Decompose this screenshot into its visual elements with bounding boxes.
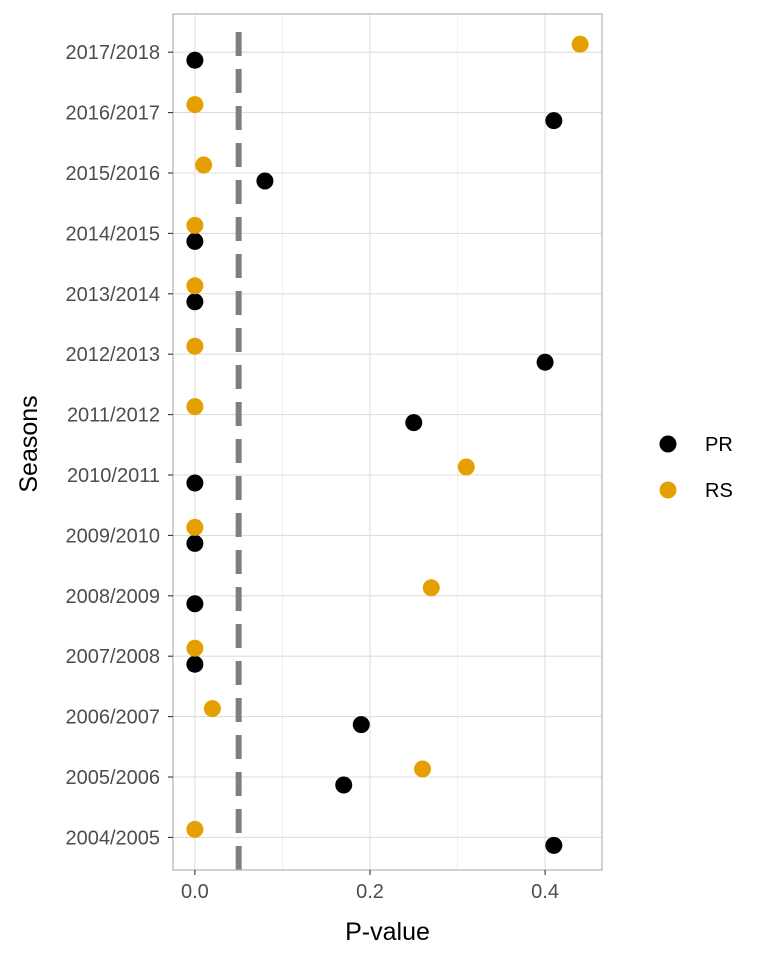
data-point-pr: [186, 232, 204, 250]
data-point-rs: [414, 760, 432, 778]
data-point-pr: [186, 655, 204, 673]
x-axis-title: P-value: [345, 918, 430, 946]
data-point-rs: [186, 639, 204, 657]
y-tick-labels: 2004/2005 2005/2006 2006/2007 2007/2008 2008…: [65, 42, 173, 849]
data-point-pr: [352, 716, 370, 734]
y-tick-label: 2004/2005: [65, 827, 160, 849]
y-tick-label: 2007/2008: [65, 646, 160, 668]
data-point-rs: [203, 700, 221, 718]
data-point-rs: [186, 337, 204, 355]
data-point-pr: [186, 474, 204, 492]
data-point-rs: [422, 579, 440, 597]
legend: PR RS: [659, 434, 733, 502]
data-point-pr: [335, 776, 353, 794]
y-tick-label: 2013/2014: [65, 284, 160, 306]
y-tick-label: 2015/2016: [65, 163, 160, 185]
y-tick-label: 2010/2011: [67, 465, 160, 487]
data-point-rs: [186, 277, 204, 295]
data-point-rs: [186, 96, 204, 114]
x-tick-label: 0.4: [531, 881, 559, 903]
data-point-rs: [457, 458, 475, 476]
y-tick-label: 2012/2013: [65, 344, 160, 366]
x-tick-labels: 0.0 0.2 0.4: [181, 870, 559, 903]
points-layer: [186, 35, 589, 854]
data-point-pr: [536, 353, 554, 371]
data-point-pr: [545, 836, 563, 854]
data-point-pr: [186, 534, 204, 552]
data-point-rs: [195, 156, 213, 174]
y-tick-label: 2017/2018: [65, 42, 160, 64]
data-point-rs: [571, 35, 589, 53]
y-tick-label: 2009/2010: [65, 525, 160, 547]
data-point-pr: [186, 293, 204, 311]
y-tick-label: 2006/2007: [65, 707, 160, 729]
data-point-pr: [545, 112, 563, 130]
legend-key-rs: [659, 481, 677, 499]
y-tick-label: 2014/2015: [65, 223, 160, 245]
y-tick-label: 2005/2006: [65, 767, 160, 789]
data-point-rs: [186, 820, 204, 838]
data-point-rs: [186, 518, 204, 536]
data-point-rs: [186, 398, 204, 416]
data-point-pr: [405, 414, 423, 432]
x-tick-label: 0.2: [356, 881, 384, 903]
x-tick-label: 0.0: [181, 881, 209, 903]
panel-border: [172, 13, 603, 871]
legend-label-rs: RS: [705, 480, 733, 502]
data-point-rs: [186, 216, 204, 234]
legend-key-pr: [659, 435, 677, 453]
y-tick-label: 2011/2012: [67, 405, 160, 427]
y-axis-title: Seasons: [15, 395, 43, 492]
grid-layer: [173, 14, 602, 870]
data-point-pr: [186, 51, 204, 69]
data-point-pr: [186, 595, 204, 613]
data-point-pr: [256, 172, 274, 190]
legend-label-pr: PR: [705, 434, 733, 456]
y-tick-label: 2016/2017: [65, 103, 160, 125]
y-tick-label: 2008/2009: [65, 586, 160, 608]
